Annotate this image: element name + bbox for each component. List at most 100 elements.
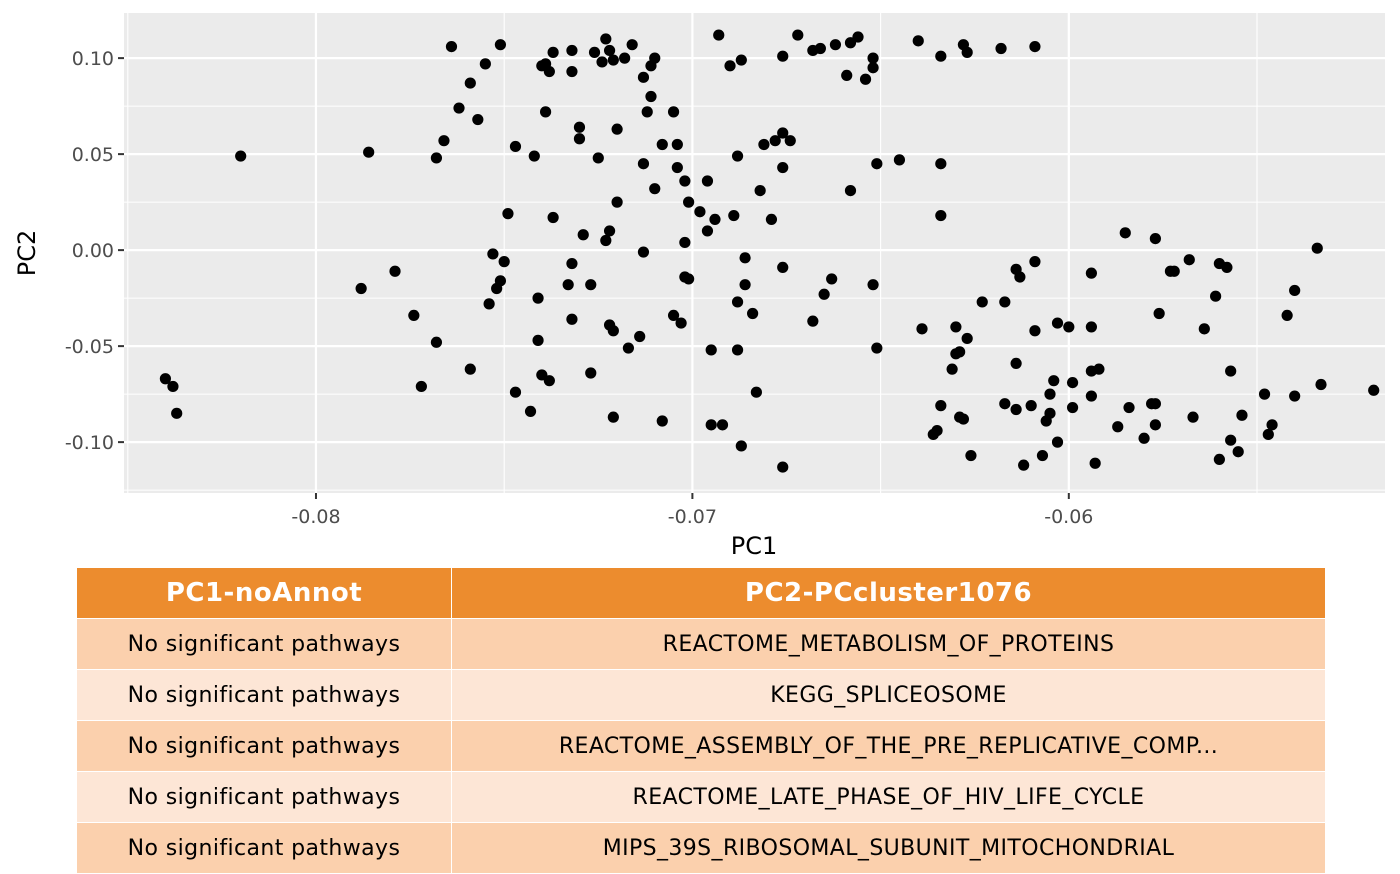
table-cell-pc2: MIPS_39S_RIBOSOMAL_SUBUNIT_MITOCHONDRIAL (451, 822, 1326, 874)
table-row: No significant pathways MIPS_39S_RIBOSOM… (76, 822, 1326, 874)
column-header-pc1: PC1-noAnnot (76, 567, 452, 619)
scatter-point (637, 71, 650, 83)
scatter-point (363, 146, 375, 158)
scatter-point (867, 62, 879, 74)
scatter-point (829, 39, 842, 51)
x-axis-ticks: -0.08 -0.07 -0.06 (291, 493, 1093, 528)
scatter-point (1085, 267, 1097, 279)
scatter-point (600, 33, 612, 45)
table-row: No significant pathways REACTOME_LATE_PH… (76, 771, 1326, 823)
scatter-point (954, 346, 966, 358)
scatter-point (946, 363, 958, 375)
scatter-point (656, 415, 668, 427)
scatter-point (464, 363, 476, 375)
scatter-point (472, 113, 484, 126)
table-cell-pc1: No significant pathways (76, 771, 452, 823)
scatter-point (935, 400, 947, 412)
scatter-point (1149, 398, 1161, 410)
scatter-point (701, 175, 714, 187)
scatter-point (1119, 227, 1131, 239)
scatter-point (494, 275, 507, 287)
scatter-point (532, 334, 544, 346)
scatter-point (626, 39, 638, 51)
table-cell-pc2: KEGG_SPLICEOSOME (451, 669, 1326, 721)
scatter-point (235, 150, 247, 162)
y-axis-title: PC2 (13, 230, 41, 277)
scatter-point (739, 252, 751, 264)
scatter-point (713, 29, 725, 41)
scatter-point (841, 69, 853, 81)
scatter-point (859, 73, 872, 85)
scatter-point (611, 196, 623, 208)
scatter-point (483, 298, 495, 310)
scatter-point (683, 273, 695, 285)
scatter-point (667, 106, 680, 118)
scatter-point (509, 386, 522, 398)
pathway-table: PC1-noAnnot PC2-PCcluster1076 No signifi… (76, 567, 1326, 874)
scatter-point (1368, 384, 1380, 396)
scatter-point (1010, 403, 1022, 416)
scatter-point (637, 246, 650, 258)
scatter-point (957, 413, 970, 425)
scatter-point (852, 31, 864, 43)
scatter-point (524, 405, 537, 417)
scatter-point (1051, 436, 1064, 448)
x-tick-label: -0.08 (291, 506, 340, 528)
scatter-point (1236, 409, 1248, 421)
scatter-point (171, 407, 183, 419)
scatter-point (622, 342, 635, 354)
scatter-point (649, 183, 661, 195)
scatter-point (1066, 401, 1079, 414)
scatter-point (1029, 325, 1041, 337)
scatter-point (389, 265, 401, 277)
scatter-point (758, 138, 770, 151)
scatter-point (724, 60, 736, 72)
scatter-point (1149, 419, 1161, 431)
scatter-point (498, 256, 510, 268)
scatter-point (844, 185, 857, 197)
scatter-point (1225, 365, 1237, 377)
scatter-point (784, 135, 796, 147)
scatter-point (679, 236, 691, 249)
scatter-point (701, 225, 714, 237)
scatter-point (671, 138, 683, 151)
scatter-point (634, 330, 646, 343)
scatter-point (935, 158, 947, 170)
table-row: No significant pathways REACTOME_ASSEMBL… (76, 720, 1326, 772)
scatter-point (588, 46, 601, 58)
y-tick-label: 0.00 (72, 240, 114, 262)
scatter-point (683, 196, 695, 208)
scatter-point (603, 44, 616, 57)
scatter-point (1014, 271, 1026, 283)
scatter-point (709, 213, 721, 225)
scatter-point (1311, 242, 1323, 254)
scatter-point (585, 279, 597, 291)
scatter-point (667, 309, 680, 321)
scatter-point (430, 336, 443, 348)
scatter-point (415, 380, 427, 393)
scatter-point (408, 309, 420, 321)
scatter-point (750, 386, 762, 398)
scatter-point (1258, 388, 1271, 400)
scatter-point (596, 56, 608, 68)
scatter-point (430, 152, 443, 164)
scatter-point (1063, 321, 1075, 333)
scatter-point (1018, 459, 1030, 471)
scatter-point (777, 50, 789, 62)
scatter-point (1138, 432, 1150, 444)
table-row: No significant pathways REACTOME_METABOL… (76, 618, 1326, 670)
scatter-point (679, 175, 691, 187)
x-tick-label: -0.06 (1044, 506, 1093, 528)
scatter-point (1093, 363, 1105, 375)
scatter-point (1232, 446, 1244, 458)
scatter-point (1044, 388, 1056, 400)
scatter-point (502, 208, 514, 220)
scatter-point (826, 273, 838, 285)
scatter-point (1281, 309, 1293, 321)
scatter-point (1025, 400, 1037, 412)
y-tick-label: -0.05 (65, 336, 114, 358)
scatter-point (731, 296, 744, 308)
scatter-point (1153, 307, 1165, 320)
scatter-point (167, 380, 179, 393)
scatter-point (777, 127, 789, 139)
